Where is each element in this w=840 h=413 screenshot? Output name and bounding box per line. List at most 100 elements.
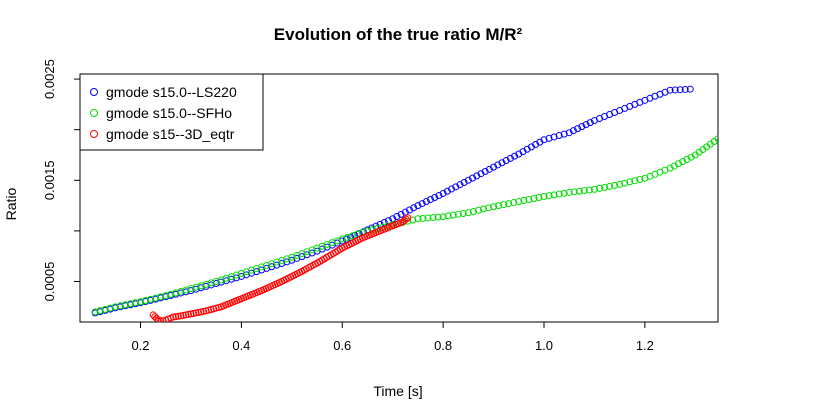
- data-point: [401, 208, 409, 216]
- data-point: [187, 310, 195, 318]
- data-point: [456, 181, 464, 189]
- legend-entry: gmode s15.0--LS220: [106, 84, 237, 100]
- data-point: [439, 213, 447, 221]
- data-point: [167, 290, 175, 298]
- data-point: [147, 295, 155, 303]
- data-point: [578, 123, 586, 131]
- data-point: [149, 311, 157, 319]
- data-point: [414, 202, 422, 210]
- data-point: [435, 191, 443, 199]
- data-point: [174, 312, 182, 320]
- data-point: [363, 227, 371, 235]
- data-point: [670, 162, 678, 170]
- data-point: [278, 259, 286, 267]
- data-point: [202, 282, 210, 290]
- data-point: [550, 133, 558, 141]
- data-point: [232, 271, 240, 279]
- data-point: [687, 153, 695, 161]
- data-point: [273, 258, 281, 266]
- data-point: [464, 209, 472, 217]
- data-point: [569, 127, 577, 135]
- data-point: [182, 311, 190, 319]
- data-point: [202, 280, 210, 288]
- data-point: [469, 207, 477, 215]
- data-point: [485, 165, 493, 173]
- data-point: [258, 266, 266, 274]
- data-point: [565, 188, 573, 196]
- data-point: [555, 132, 563, 140]
- data-point: [452, 183, 460, 191]
- data-point: [348, 232, 356, 240]
- data-point: [666, 164, 674, 172]
- data-point: [460, 178, 468, 186]
- data-point: [560, 130, 568, 138]
- data-point: [681, 85, 689, 93]
- data-point: [247, 266, 255, 274]
- data-point: [431, 193, 439, 201]
- data-point: [510, 199, 518, 207]
- data-point: [212, 278, 220, 286]
- data-point: [535, 193, 543, 201]
- data-point: [606, 182, 614, 190]
- data-point: [393, 213, 401, 221]
- data-point: [273, 261, 281, 269]
- series-1: [91, 135, 718, 316]
- data-point: [520, 197, 528, 205]
- data-point: [477, 170, 485, 178]
- data-point: [422, 198, 430, 206]
- data-point: [283, 258, 291, 266]
- data-point: [157, 316, 165, 322]
- data-point: [621, 179, 629, 187]
- data-point: [338, 235, 346, 243]
- data-point: [197, 284, 205, 292]
- data-point: [91, 308, 99, 316]
- data-point: [177, 312, 185, 320]
- data-point: [242, 271, 250, 279]
- data-point: [96, 307, 104, 315]
- data-point: [402, 215, 410, 223]
- data-point: [545, 192, 553, 200]
- data-point: [419, 214, 427, 222]
- data-point: [674, 160, 682, 168]
- data-point: [601, 183, 609, 191]
- data-point: [212, 280, 220, 288]
- data-point: [611, 181, 619, 189]
- data-point: [683, 155, 691, 163]
- data-point: [192, 309, 200, 317]
- y-axis-label: Ratio: [3, 187, 19, 220]
- data-point: [418, 200, 426, 208]
- data-point: [485, 204, 493, 212]
- data-point: [429, 214, 437, 222]
- data-point: [106, 304, 114, 312]
- data-point: [636, 175, 644, 183]
- legend: gmode s15.0--LS220 gmode s15.0--SFHo gmode…: [79, 73, 264, 151]
- y-tick-label: 0.0025: [42, 59, 57, 99]
- data-point: [197, 282, 205, 290]
- data-point: [679, 158, 687, 166]
- data-point: [195, 308, 203, 316]
- y-tick-label: 0.0005: [42, 262, 57, 302]
- data-point: [169, 313, 177, 321]
- data-point: [263, 261, 271, 269]
- data-point: [444, 212, 452, 220]
- data-point: [338, 237, 346, 245]
- data-point: [182, 288, 190, 296]
- data-point: [116, 302, 124, 310]
- data-point: [157, 293, 165, 301]
- data-point: [443, 187, 451, 195]
- data-point: [343, 233, 351, 241]
- data-point: [121, 301, 129, 309]
- data-point: [154, 316, 162, 322]
- data-point: [197, 308, 205, 316]
- data-point: [490, 163, 498, 171]
- data-point: [506, 154, 514, 162]
- data-point: [671, 86, 679, 94]
- data-point: [439, 189, 447, 197]
- legend-entry: gmode s15--3D_eqtr: [106, 126, 235, 142]
- data-point: [626, 178, 634, 186]
- data-point: [207, 279, 215, 287]
- data-point: [253, 268, 261, 276]
- data-point: [217, 276, 225, 284]
- x-axis: 0.2 0.4 0.6 0.8 1.0 1.2: [131, 322, 654, 353]
